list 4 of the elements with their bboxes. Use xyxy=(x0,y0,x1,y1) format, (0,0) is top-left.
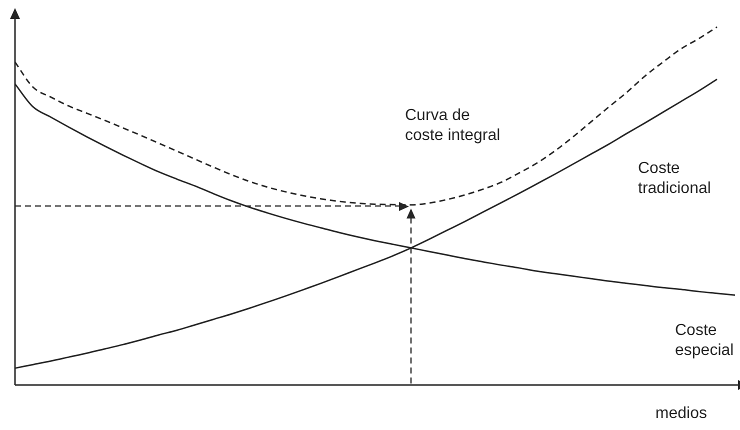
x-axis-title: medios xyxy=(655,404,707,424)
series-label: Coste tradicional xyxy=(638,159,711,199)
series-label: Coste especial xyxy=(675,321,734,361)
text: Curva de coste integral xyxy=(405,106,500,146)
